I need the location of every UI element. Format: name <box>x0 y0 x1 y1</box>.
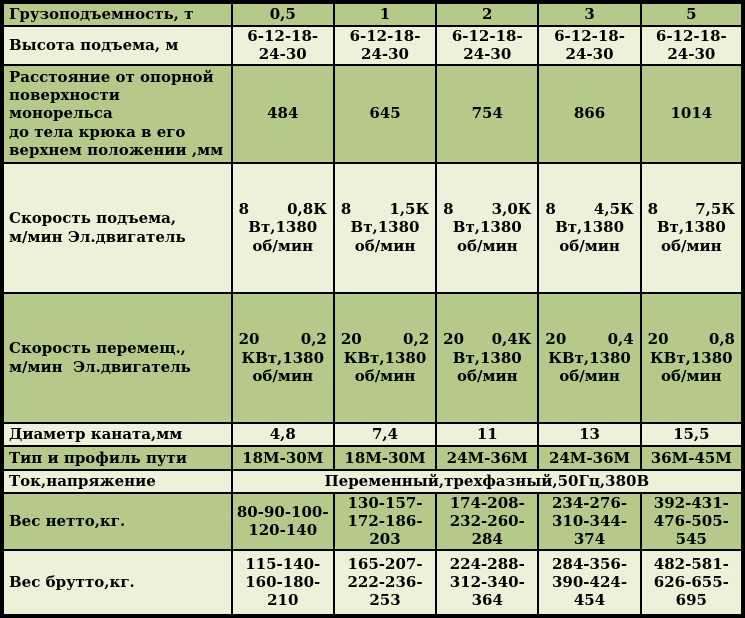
travel-speed-value: 20 <box>647 330 669 349</box>
cell-track-profile-3: 24М-36М <box>435 444 540 471</box>
cell-rope-diameter-2: 7,4 <box>332 421 438 447</box>
cell-rope-diameter-5: 15,5 <box>639 421 745 447</box>
row-travel-speed-label: Скорость перемещ., м/мин Эл.двигатель <box>1 291 233 424</box>
travel-motor-spec: КВт,1380 об/мин <box>650 348 733 385</box>
travel-speed-value: 20 <box>443 330 465 349</box>
cell-hook-distance-1: 484 <box>230 63 335 164</box>
row-rope-diameter-label: Диаметр каната,мм <box>1 421 233 447</box>
cell-gross-weight-1: 115-140- 160-180- 210 <box>230 548 335 617</box>
travel-motor-spec: КВт,1380 об/мин <box>241 348 325 385</box>
travel-motor-spec: КВт,1380 об/мин <box>343 348 427 385</box>
cell-track-profile-5: 36М-45М <box>639 444 745 471</box>
cell-travel-speed-1: 20 0,2 КВт,1380 об/мин <box>230 291 335 424</box>
cell-lift-height-5: 6-12-18- 24-30 <box>639 25 745 66</box>
cell-current-voltage-merged: Переменный,трехфазный,50Гц,380В <box>230 468 745 494</box>
cell-lift-speed-5: 8 7,5К Вт,1380 об/мин <box>639 161 745 294</box>
lift-speed-value: 8 <box>238 200 250 219</box>
cell-lift-speed-2: 8 1,5К Вт,1380 об/мин <box>332 161 438 294</box>
lift-motor-power: 7,5К <box>695 200 735 219</box>
cell-lift-height-3: 6-12-18- 24-30 <box>435 25 540 66</box>
row-hook-distance-label: Расстояние от опорной поверхности моноре… <box>1 63 233 164</box>
lift-speed-value: 8 <box>647 200 659 219</box>
cell-track-profile-2: 18М-30М <box>332 444 438 471</box>
row-lift-speed: Скорость подъема, м/мин Эл.двигатель 8 0,… <box>1 161 745 294</box>
row-capacity-label: Грузоподъемность, т <box>1 1 233 27</box>
travel-motor-spec: КВт,1380 об/мин <box>548 348 631 385</box>
row-lift-height: Высота подъема, м 6-12-18- 24-30 6-12-18… <box>1 25 745 66</box>
lift-motor-power: 4,5К <box>593 200 634 219</box>
travel-motor-power: 0,4 <box>607 330 634 349</box>
row-track-profile: Тип и профиль пути 18М-30М 18М-30М 24М-3… <box>1 444 745 471</box>
travel-speed-value: 20 <box>545 330 567 349</box>
cell-hook-distance-4: 866 <box>537 63 642 164</box>
row-current-voltage: Ток,напряжение Переменный,трехфазный,50Г… <box>1 468 745 494</box>
cell-travel-speed-3: 20 0,4К Вт,1380 об/мин <box>435 291 540 424</box>
cell-hook-distance-5: 1014 <box>639 63 745 164</box>
cell-capacity-1: 0,5 <box>230 1 335 27</box>
cell-gross-weight-4: 284-356- 390-424- 454 <box>537 548 642 617</box>
cell-net-weight-4: 234-276- 310-344- 374 <box>537 491 642 551</box>
lift-motor-spec: Вт,1380 об/мин <box>656 218 726 255</box>
cell-capacity-4: 3 <box>537 1 642 27</box>
lift-speed-value: 8 <box>340 200 352 219</box>
cell-track-profile-1: 18М-30М <box>230 444 335 471</box>
cell-rope-diameter-3: 11 <box>435 421 540 447</box>
cell-hook-distance-3: 754 <box>435 63 540 164</box>
lift-motor-spec: Вт,1380 об/мин <box>350 218 420 255</box>
row-net-weight: Вес нетто,кг. 80-90-100- 120-140 130-157… <box>1 491 745 551</box>
cell-lift-height-4: 6-12-18- 24-30 <box>537 25 642 66</box>
cell-net-weight-2: 130-157- 172-186- 203 <box>332 491 438 551</box>
row-lift-height-label: Высота подъема, м <box>1 25 233 66</box>
cell-net-weight-3: 174-208- 232-260- 284 <box>435 491 540 551</box>
cell-lift-height-2: 6-12-18- 24-30 <box>332 25 438 66</box>
cell-rope-diameter-4: 13 <box>537 421 642 447</box>
row-rope-diameter: Диаметр каната,мм 4,8 7,4 11 13 15,5 <box>1 421 745 447</box>
row-hook-distance: Расстояние от опорной поверхности моноре… <box>1 63 745 164</box>
cell-travel-speed-4: 20 0,4 КВт,1380 об/мин <box>537 291 642 424</box>
lift-motor-spec: Вт,1380 об/мин <box>452 218 522 255</box>
cell-track-profile-4: 24М-36М <box>537 444 642 471</box>
cell-gross-weight-2: 165-207- 222-236- 253 <box>332 548 438 617</box>
travel-speed-value: 20 <box>340 330 362 349</box>
cell-net-weight-5: 392-431- 476-505- 545 <box>639 491 745 551</box>
row-track-profile-label: Тип и профиль пути <box>1 444 233 471</box>
cell-lift-height-1: 6-12-18- 24-30 <box>230 25 335 66</box>
row-current-voltage-label: Ток,напряжение <box>1 468 233 494</box>
cell-travel-speed-5: 20 0,8 КВт,1380 об/мин <box>639 291 745 424</box>
travel-motor-spec: Вт,1380 об/мин <box>452 348 522 385</box>
lift-motor-spec: Вт,1380 об/мин <box>555 218 625 255</box>
lift-motor-power: 1,5К <box>389 200 430 219</box>
travel-motor-power: 0,4К <box>491 330 532 349</box>
row-travel-speed: Скорость перемещ., м/мин Эл.двигатель 20… <box>1 291 745 424</box>
row-capacity: Грузоподъемность, т 0,5 1 2 3 5 <box>1 1 745 27</box>
cell-lift-speed-4: 8 4,5К Вт,1380 об/мин <box>537 161 642 294</box>
cell-gross-weight-3: 224-288- 312-340- 364 <box>435 548 540 617</box>
cell-rope-diameter-1: 4,8 <box>230 421 335 447</box>
lift-motor-power: 3,0К <box>491 200 532 219</box>
travel-motor-power: 0,8 <box>708 330 735 349</box>
lift-motor-spec: Вт,1380 об/мин <box>248 218 318 255</box>
row-net-weight-label: Вес нетто,кг. <box>1 491 233 551</box>
cell-gross-weight-5: 482-581- 626-655- 695 <box>639 548 745 617</box>
lift-speed-value: 8 <box>545 200 556 219</box>
row-gross-weight: Вес брутто,кг. 115-140- 160-180- 210 165… <box>1 548 745 617</box>
row-gross-weight-label: Вес брутто,кг. <box>1 548 233 617</box>
cell-net-weight-1: 80-90-100- 120-140 <box>230 491 335 551</box>
cell-travel-speed-2: 20 0,2 КВт,1380 об/мин <box>332 291 438 424</box>
cell-lift-speed-1: 8 0,8К Вт,1380 об/мин <box>230 161 335 294</box>
cell-capacity-5: 5 <box>639 1 745 27</box>
lift-motor-power: 0,8К <box>287 200 327 219</box>
cell-hook-distance-2: 645 <box>332 63 438 164</box>
travel-speed-value: 20 <box>238 330 260 349</box>
travel-motor-power: 0,2 <box>403 330 430 349</box>
cell-capacity-2: 1 <box>332 1 438 27</box>
cell-capacity-3: 2 <box>435 1 540 27</box>
row-lift-speed-label: Скорость подъема, м/мин Эл.двигатель <box>1 161 233 294</box>
cell-lift-speed-3: 8 3,0К Вт,1380 об/мин <box>435 161 540 294</box>
lift-speed-value: 8 <box>443 200 454 219</box>
travel-motor-power: 0,2 <box>300 330 327 349</box>
